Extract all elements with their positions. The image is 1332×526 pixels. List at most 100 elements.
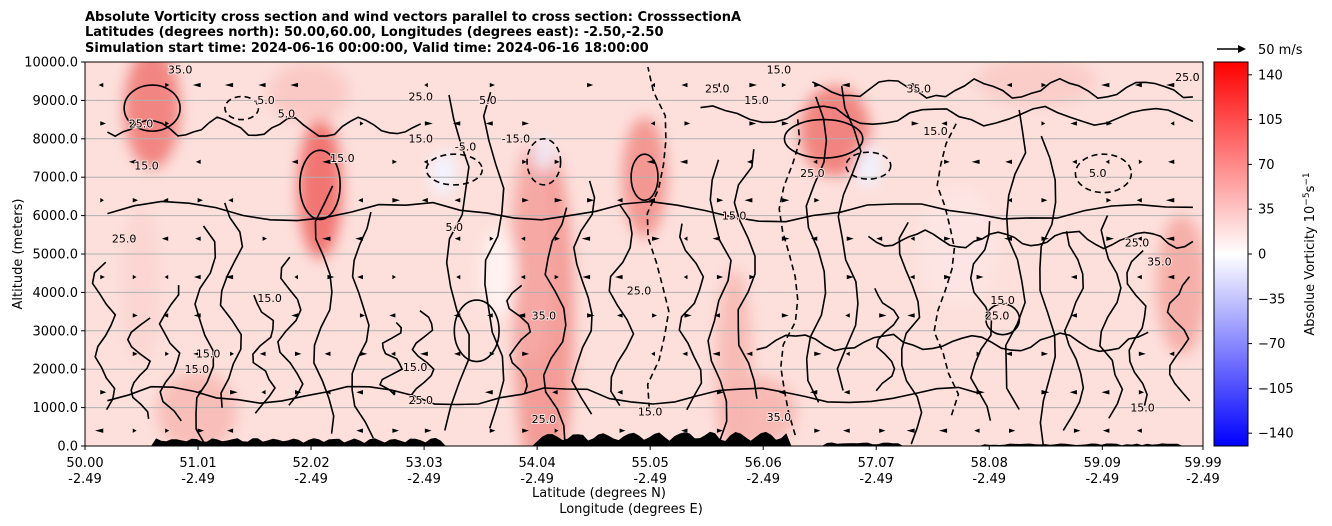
contour-line-4: [219, 202, 244, 408]
y-tick-label-7: 7000.0: [33, 171, 79, 186]
wind-vector-37: [809, 390, 818, 395]
contour-line-27: [969, 221, 993, 421]
x-tick-lon-4: -2.49: [520, 472, 554, 487]
wind-vector-164: [392, 159, 397, 165]
wind-vector-92: [294, 274, 299, 280]
wind-vector-66: [1138, 351, 1146, 357]
wind-vector-60: [746, 351, 753, 357]
wind-vector-116: [355, 236, 363, 241]
colorbar-tick-label-1: 105: [1258, 113, 1283, 128]
x-tick-lat-7: 57.07: [858, 456, 895, 471]
contour-loop-3: [845, 151, 892, 180]
wind-vector-107: [976, 274, 984, 280]
contour-label-18: 15.0: [722, 209, 747, 222]
wind-vector-89: [164, 274, 169, 280]
vorticity-blob-17: [120, 204, 161, 365]
contour-label-33: 5.0: [1089, 167, 1107, 180]
wind-vector-217: [1134, 82, 1142, 88]
contour-label-3: -5.0: [253, 94, 274, 107]
terrain-profile: [85, 431, 1203, 446]
contour-label-2: 15.0: [134, 160, 159, 173]
wind-vector-127: [846, 236, 854, 241]
wind-vector-136: [1165, 236, 1175, 241]
wind-vector-113: [195, 236, 201, 241]
wind-vector-158: [1136, 198, 1142, 203]
wind-vector-18: [938, 428, 948, 433]
wind-vector-186: [522, 121, 529, 126]
wind-vector-97: [520, 274, 526, 280]
x-tick-lat-0: 50.00: [66, 456, 103, 471]
wind-vector-93: [327, 274, 335, 280]
colorbar-ticks: 140 105 70 35 0 −35 −70 −105 −140: [1248, 68, 1294, 442]
wind-vector-63: [976, 351, 981, 357]
wind-vector-168: [646, 159, 656, 165]
wind-vector-75: [487, 313, 493, 318]
wind-vector-81: [714, 313, 720, 318]
contour-label-9: 15.0: [744, 94, 769, 107]
contour-line-h-1: [700, 105, 1194, 127]
wind-vector-190: [781, 121, 789, 126]
contour-label-7: 25.0: [705, 83, 730, 96]
contour-line-19: [707, 159, 732, 442]
colorbar-tick-label-8: −140: [1258, 427, 1294, 442]
contour-line-30: [1062, 231, 1085, 431]
contour-line-21: [778, 118, 801, 436]
x-axis-label-line-2: Longitude (degrees E): [559, 502, 703, 517]
chart-title-line-1: Absolute Vorticity cross section and win…: [85, 10, 741, 25]
x-tick-lon-2: -2.49: [294, 472, 328, 487]
wind-vector-162: [291, 159, 299, 165]
wind-vector-30: [356, 390, 363, 395]
wind-vector-134: [1106, 236, 1114, 241]
x-tick-lat-2: 52.02: [292, 456, 329, 471]
wind-vector-73: [389, 313, 396, 318]
contour-line-11: [444, 94, 470, 431]
wind-vector-82: [781, 313, 789, 318]
wind-vector-214: [1006, 82, 1013, 88]
wind-vector-17: [906, 428, 915, 433]
wind-vector-137: [100, 198, 104, 203]
contour-label-26: 25.0: [408, 394, 433, 407]
contour-label-20: 15.0: [257, 292, 282, 305]
wind-vector-86: [1070, 313, 1077, 318]
y-tick-label-1: 1000.0: [33, 401, 79, 416]
contour-line-h-6: [107, 385, 981, 406]
wind-vector-189: [749, 121, 757, 126]
wind-vector-140: [197, 198, 203, 203]
contour-line-3: [194, 225, 217, 446]
contour-line-h-4: [107, 116, 422, 138]
contour-line-25: [898, 222, 923, 445]
wind-vector-95: [392, 274, 396, 280]
wind-vector-8: [489, 428, 496, 433]
wind-vector-76: [517, 313, 526, 318]
wind-vector-85: [907, 313, 915, 318]
wind-vector-72: [359, 313, 366, 318]
wind-vector-182: [359, 121, 364, 126]
wind-vector-179: [100, 121, 107, 126]
wind-vector-128: [876, 236, 883, 241]
wind-vector-0: [94, 428, 104, 433]
contour-line-5: [252, 294, 276, 414]
wind-vector-43: [1138, 390, 1145, 395]
contour-label-23: 15.0: [196, 348, 221, 361]
wind-vector-172: [944, 159, 950, 165]
colorbar-tick-label-0: 140: [1258, 68, 1283, 83]
vorticity-blob-1: [298, 118, 343, 259]
wind-vector-153: [781, 198, 790, 203]
wind-vector-46: [193, 351, 201, 357]
wind-vector-90: [193, 274, 201, 280]
colorbar: 140 105 70 35 0 −35 −70 −105 −140 Absolue Vortic…: [1213, 61, 1318, 447]
wind-vector-155: [1007, 198, 1013, 203]
wind-vector-5: [356, 428, 363, 433]
y-tick-label-3: 3000.0: [33, 324, 79, 339]
wind-vector-74: [453, 313, 461, 318]
wind-vector-87: [100, 274, 105, 280]
wind-vector-108: [1070, 274, 1077, 280]
contour-line-2: [158, 285, 182, 422]
wind-vectors: [94, 82, 1175, 433]
wind-vector-83: [845, 313, 850, 318]
contour-line-23: [836, 85, 862, 391]
wind-vector-29: [326, 390, 331, 395]
wind-vector-78: [616, 313, 623, 318]
wind-vector-188: [684, 121, 691, 126]
x-tick-lon-5: -2.49: [633, 472, 667, 487]
